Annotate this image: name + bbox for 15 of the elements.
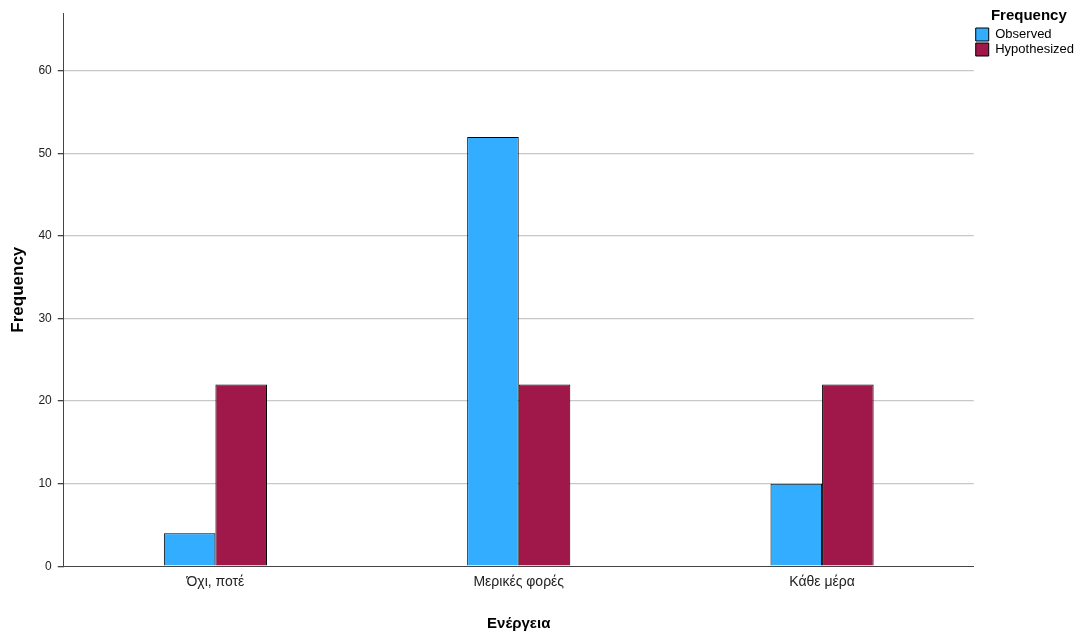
x-axis-title: Ενέργεια <box>487 614 552 632</box>
y-tick-label: 0 <box>45 558 53 573</box>
y-tick-label: 10 <box>38 475 53 490</box>
legend-label: Hypothesized <box>995 41 1075 57</box>
x-tick-label: Κάθε μέρα <box>789 573 855 590</box>
y-tick-label: 60 <box>38 63 53 78</box>
y-tick-label: 50 <box>38 145 53 160</box>
y-tick-label: 40 <box>38 228 53 243</box>
x-tick-label: Όχι, ποτέ <box>185 573 245 590</box>
legend-label: Observed <box>995 26 1052 42</box>
legend-title: Frequency <box>990 5 1068 23</box>
y-tick-label: 20 <box>38 393 53 408</box>
x-tick-label: Μερικές φορές <box>473 573 565 590</box>
y-tick-label: 30 <box>38 310 53 325</box>
y-axis-title: Frequency <box>7 246 27 333</box>
